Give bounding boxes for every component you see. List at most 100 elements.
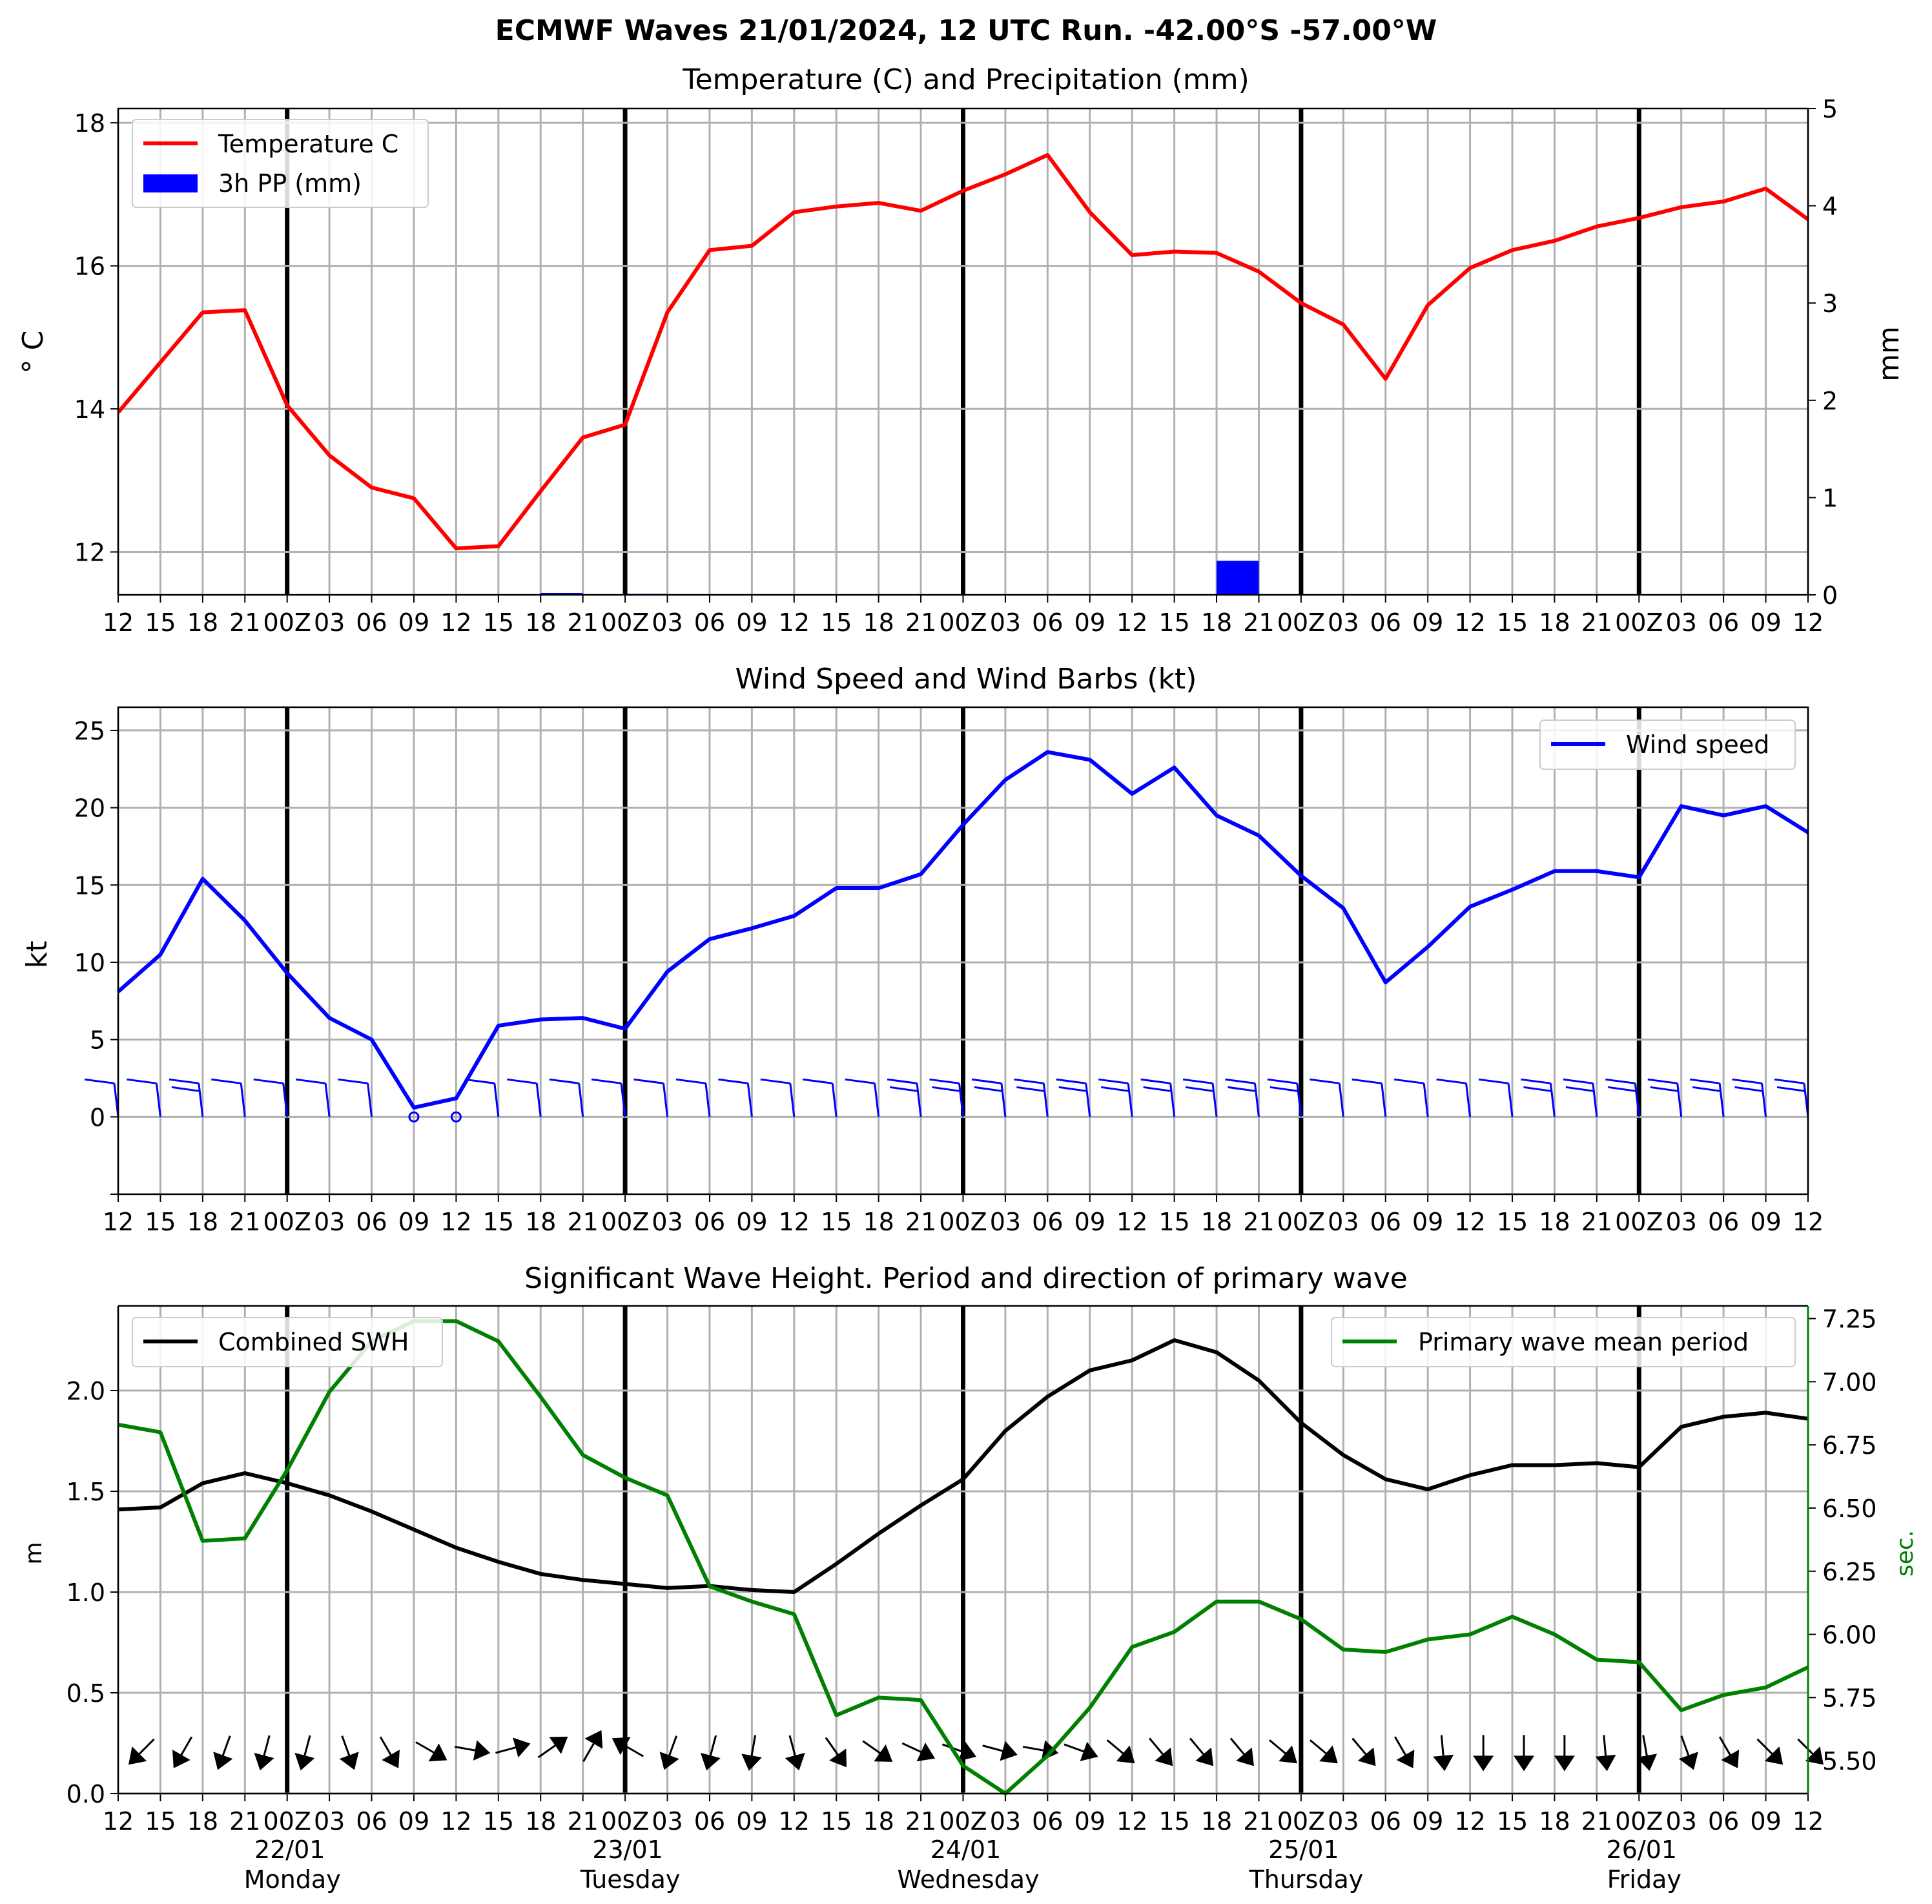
arrow-head: [1080, 1741, 1098, 1761]
wind-barb: [1182, 1078, 1218, 1117]
arrow-head: [1805, 1746, 1824, 1765]
wave-direction-arrow: [1269, 1739, 1297, 1764]
y-tick-label: 1.5: [67, 1478, 105, 1506]
x-tick-label: 03: [1328, 608, 1359, 637]
x-tick-label: 06: [1708, 1208, 1739, 1236]
x-tick-label: 00Z: [939, 1807, 987, 1836]
x-tick-label: 12: [1116, 1208, 1147, 1236]
x-tick-label: 06: [356, 1807, 387, 1836]
y-tick-label: 0: [90, 1103, 105, 1132]
wind-barb-flag: [889, 1086, 918, 1092]
wave-direction-arrow: [982, 1741, 1018, 1761]
x-tick-label: 18: [863, 1807, 894, 1836]
x-tick-label: 03: [652, 1807, 683, 1836]
wind-barb-flag: [1100, 1086, 1129, 1092]
x-tick-label: 21: [567, 1807, 598, 1836]
day-weekday-label: Wednesday: [897, 1865, 1039, 1894]
arrow-shaft: [1351, 1737, 1370, 1758]
wind-barb-shaft: [493, 1083, 500, 1117]
wind-barb-flag: [169, 1078, 200, 1084]
wave-direction-arrow: [339, 1735, 359, 1770]
arrow-shaft: [1603, 1735, 1607, 1760]
x-tick-label: 15: [145, 1807, 176, 1836]
arrow-shaft: [178, 1736, 193, 1759]
wind-barb: [253, 1078, 289, 1117]
arrow-shaft: [1309, 1739, 1330, 1757]
wind-barb-flag: [633, 1078, 664, 1084]
x-tick-label: 03: [314, 608, 345, 637]
wind-barb-flag: [549, 1078, 579, 1084]
y-tick-label: 12: [74, 539, 105, 567]
figure-title: ECMWF Waves 21/01/2024, 12 UTC Run. -42.…: [495, 14, 1437, 47]
x-tick-label: 06: [694, 1807, 725, 1836]
day-date-label: 23/01: [592, 1836, 663, 1864]
x-tick-label: 18: [187, 1807, 218, 1836]
y-tick-label: 1.0: [67, 1578, 105, 1607]
x-tick-label: 00Z: [1615, 1208, 1663, 1236]
x-tick-label: 12: [1454, 1208, 1485, 1236]
y-tick-label: 5: [90, 1026, 105, 1055]
arrow-shaft: [1797, 1738, 1816, 1757]
x-tick-label: 18: [1201, 608, 1232, 637]
x-tick-label: 00Z: [939, 608, 987, 637]
x-tick-label: 21: [1581, 1208, 1612, 1236]
y-tick-label: 18: [74, 109, 105, 138]
x-tick-label: 06: [1032, 1208, 1063, 1236]
x-tick-label: 06: [1370, 1208, 1401, 1236]
wave-direction-arrow: [659, 1735, 679, 1770]
x-tick-label: 06: [356, 608, 387, 637]
x-tick-label: 03: [990, 1208, 1021, 1236]
wind-barb-flag: [1140, 1078, 1171, 1084]
wind-barb-shaft: [1592, 1083, 1598, 1117]
wind-barb-flag: [760, 1078, 790, 1084]
wind-barb: [803, 1078, 838, 1117]
x-tick-label: 12: [1793, 1208, 1824, 1236]
wind-barb-flag: [675, 1078, 706, 1084]
arrow-shaft: [1269, 1739, 1290, 1757]
x-tick-label: 03: [1328, 1208, 1359, 1236]
wind-barb: [718, 1078, 753, 1117]
wind-barb-flag: [1056, 1078, 1086, 1084]
wind-barb: [169, 1078, 204, 1117]
wind-barb-flag: [1058, 1086, 1087, 1092]
x-tick-label: 15: [1497, 608, 1528, 637]
legend-label-precip: 3h PP (mm): [218, 169, 362, 198]
x-tick-label: 15: [821, 1807, 852, 1836]
x-tick-label: 00Z: [601, 1208, 649, 1236]
x-tick-label: 00Z: [601, 608, 649, 637]
x-tick-label: 12: [1454, 1807, 1485, 1836]
arrow-shaft: [537, 1742, 559, 1759]
arrow-shaft: [1440, 1735, 1445, 1760]
x-tick-label: 00Z: [601, 1807, 649, 1836]
y-tick-label: 0.0: [67, 1780, 105, 1808]
x-tick-label: 18: [525, 1208, 556, 1236]
day-weekday-label: Friday: [1607, 1865, 1681, 1894]
arrow-head: [428, 1743, 447, 1762]
wave-direction-arrow: [1394, 1736, 1415, 1768]
x-tick-label: 15: [1158, 608, 1189, 637]
arrow-shaft: [1394, 1736, 1408, 1759]
x-tick-label: 12: [103, 1208, 134, 1236]
legend-box: [132, 1317, 443, 1367]
wind-barb-flag: [464, 1078, 495, 1084]
arrow-shaft: [1229, 1737, 1248, 1758]
arrow-head: [700, 1752, 721, 1771]
x-tick-label: 06: [1708, 608, 1739, 637]
arrow-shaft: [341, 1735, 352, 1759]
y2label-precip: mm: [1873, 326, 1906, 382]
wind-barb-flag: [253, 1078, 283, 1084]
x-tick-label: 03: [990, 608, 1021, 637]
wind-barb: [887, 1078, 922, 1117]
legend-label-wind: Wind speed: [1626, 730, 1769, 759]
x-tick-label: 15: [483, 1208, 514, 1236]
x-tick-label: 21: [905, 1807, 936, 1836]
wave-direction-arrow: [901, 1742, 936, 1762]
arrow-head: [1116, 1745, 1135, 1764]
arrow-head: [513, 1737, 531, 1758]
wave-direction-arrow: [1473, 1735, 1494, 1772]
x-tick-label: 21: [905, 1208, 936, 1236]
arrow-shaft: [825, 1737, 841, 1759]
x-tick-label: 09: [1412, 1208, 1443, 1236]
y2-tick-label: 2: [1822, 387, 1838, 415]
arrow-head: [1000, 1741, 1018, 1761]
